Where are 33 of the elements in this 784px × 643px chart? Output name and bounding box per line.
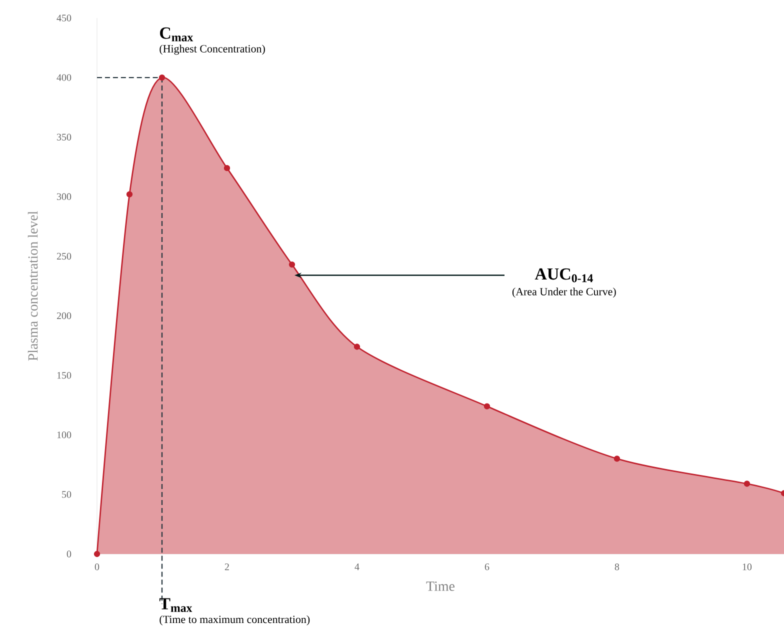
point <box>94 550 100 558</box>
point <box>126 191 133 198</box>
x-tick-label: 2 <box>224 564 229 570</box>
y-tick-label: 450 <box>56 14 72 22</box>
y-tick-label: 400 <box>56 74 72 81</box>
point <box>158 74 166 81</box>
y-tick-label: 350 <box>57 134 72 140</box>
annotation: (Highest Concentration) <box>160 44 265 55</box>
y-axis-title: Plasma concentration level <box>28 211 38 361</box>
annotation: T$_{max}$ <box>159 598 192 612</box>
y-tick-label: 300 <box>57 193 72 200</box>
point <box>484 403 490 410</box>
x-tick-label: 6 <box>484 564 490 570</box>
y-tick-label: 50 <box>62 491 72 498</box>
y-tick-label: 150 <box>57 372 72 379</box>
y-tick-label: 0 <box>66 550 72 558</box>
y-tick-label: 250 <box>56 252 72 260</box>
point <box>288 261 296 268</box>
y-tick-label: 100 <box>57 432 72 438</box>
point <box>744 480 750 487</box>
point <box>224 164 230 172</box>
annotation: (Area Under the Curve) <box>512 288 616 298</box>
x-tick-label: 0 <box>94 564 100 570</box>
point <box>354 344 360 350</box>
x-tick-label: 4 <box>354 564 360 570</box>
text: (Time to maximum concentration) <box>160 615 310 626</box>
x-tick-label: 10 <box>742 564 752 570</box>
annotation: AUC$_{0-14}$ <box>534 268 593 282</box>
point <box>614 456 620 462</box>
y-tick-label: 200 <box>56 312 72 320</box>
annotation: C$_{max}$ <box>160 27 194 42</box>
x-axis-title: Time <box>426 582 454 591</box>
x-tick-label: 8 <box>614 564 620 570</box>
